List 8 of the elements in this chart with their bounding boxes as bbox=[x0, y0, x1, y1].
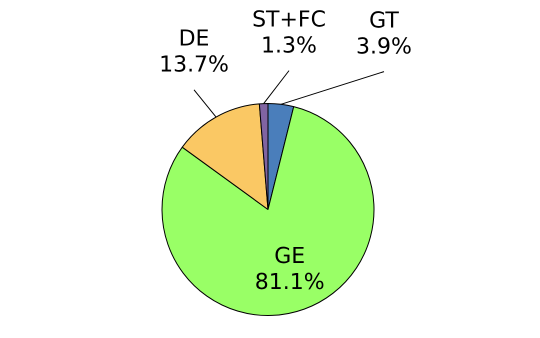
slice-label: ST+FC bbox=[252, 7, 326, 32]
data-label: 1.3% bbox=[261, 33, 317, 58]
slice-label: DE bbox=[178, 26, 210, 52]
data-label: 81.1% bbox=[254, 270, 325, 295]
slice-label: GT bbox=[369, 8, 400, 34]
slice-label: GE bbox=[274, 244, 306, 269]
data-label: 13.7% bbox=[159, 52, 229, 78]
data-label: 3.9% bbox=[356, 34, 412, 60]
